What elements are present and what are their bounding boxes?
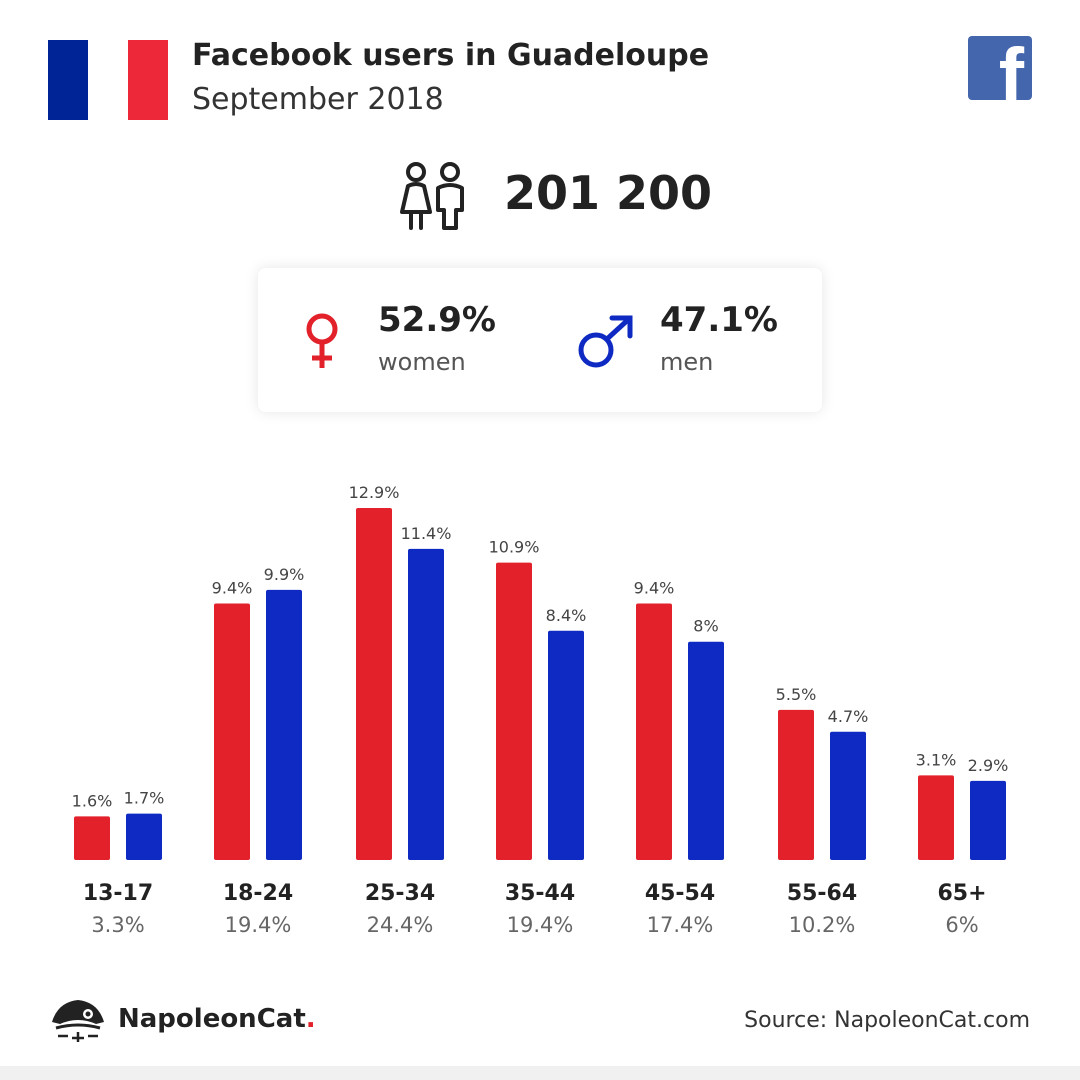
bar-label-women-18-24: 9.4% (212, 579, 253, 598)
napoleoncat-logo-icon (52, 1000, 104, 1042)
bar-women-35-44 (496, 562, 532, 860)
bar-women-45-54 (636, 603, 672, 860)
bar-men-45-54 (688, 641, 724, 860)
bar-women-13-17 (74, 816, 110, 860)
bar-label-men-13-17: 1.7% (124, 789, 165, 808)
gender-card (258, 268, 822, 412)
brand-dot: . (305, 1004, 316, 1034)
category-label-45-54: 45-54 (645, 881, 715, 906)
france-flag-icon (48, 40, 168, 120)
bar-label-men-35-44: 8.4% (546, 606, 587, 625)
category-total-13-17: 3.3% (91, 913, 144, 937)
bar-label-women-55-64: 5.5% (776, 685, 817, 704)
men-percent: 47.1% (660, 300, 778, 340)
bar-men-25-34 (408, 548, 444, 860)
male-symbol-icon (578, 315, 633, 368)
bar-women-18-24 (214, 603, 250, 860)
category-label-35-44: 35-44 (505, 881, 575, 906)
category-total-55-64: 10.2% (789, 913, 856, 937)
users-icon (400, 162, 464, 230)
bar-men-35-44 (548, 630, 584, 860)
category-label-65+: 65+ (937, 881, 986, 906)
bar-label-men-55-64: 4.7% (828, 707, 869, 726)
bar-label-women-25-34: 12.9% (349, 483, 400, 502)
source-credit: Source: NapoleonCat.com (744, 1008, 1030, 1033)
page-subtitle: September 2018 (192, 82, 444, 117)
bar-label-women-45-54: 9.4% (634, 579, 675, 598)
page-title: Facebook users in Guadeloupe (192, 38, 710, 73)
bar-men-65+ (970, 780, 1006, 860)
bar-label-women-13-17: 1.6% (72, 791, 113, 810)
bar-men-55-64 (830, 731, 866, 860)
total-users: 201 200 (504, 166, 713, 220)
facebook-logo-icon: f (968, 36, 1032, 100)
category-label-18-24: 18-24 (223, 881, 293, 906)
category-label-13-17: 13-17 (83, 881, 153, 906)
category-total-35-44: 19.4% (507, 913, 574, 937)
bar-label-men-25-34: 11.4% (401, 524, 452, 543)
category-label-55-64: 55-64 (787, 881, 857, 906)
category-label-25-34: 25-34 (365, 881, 435, 906)
brand-name: NapoleonCat. (118, 1004, 316, 1034)
female-symbol-icon (306, 313, 338, 368)
bar-label-men-18-24: 9.9% (264, 565, 305, 584)
age-gender-bar-chart: 1.6% 1.7% 13-17 3.3% 9.4% 9.9% 18-24 19.4% 12.9%… (72, 483, 1009, 937)
bar-men-13-17 (126, 813, 162, 860)
bar-label-men-65+: 2.9% (968, 756, 1009, 775)
men-label: men (660, 348, 714, 376)
category-total-65+: 6% (945, 913, 978, 937)
bar-label-men-45-54: 8% (693, 617, 718, 636)
flag-stripe-white (88, 40, 128, 120)
bar-label-women-35-44: 10.9% (489, 538, 540, 557)
bar-label-women-65+: 3.1% (916, 750, 957, 769)
category-total-45-54: 17.4% (647, 913, 714, 937)
category-total-18-24: 19.4% (225, 913, 292, 937)
flag-stripe-blue (48, 40, 88, 120)
bar-women-65+ (918, 775, 954, 860)
category-total-25-34: 24.4% (367, 913, 434, 937)
women-label: women (378, 348, 466, 376)
bar-women-25-34 (356, 508, 392, 860)
bar-women-55-64 (778, 709, 814, 860)
bar-men-18-24 (266, 589, 302, 860)
flag-stripe-red (128, 40, 168, 120)
bottom-strip (0, 1066, 1080, 1080)
women-percent: 52.9% (378, 300, 496, 340)
